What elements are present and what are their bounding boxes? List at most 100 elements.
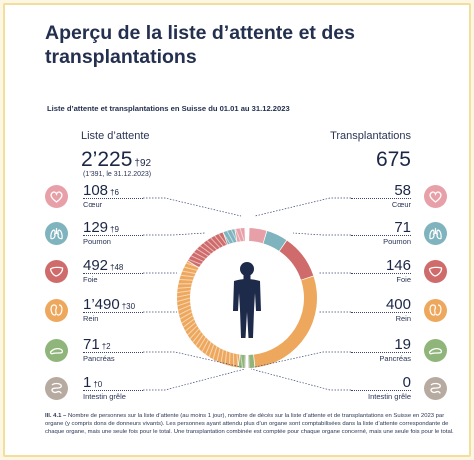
- leader-line: [292, 232, 351, 236]
- hatch-line: [226, 230, 234, 243]
- kidney-icon: [45, 299, 68, 322]
- hatch-line: [216, 348, 221, 362]
- leader-line-left: [83, 273, 143, 274]
- hatch-line: [208, 344, 215, 358]
- hatch-line: [176, 297, 191, 302]
- transplants-total: 675: [375, 148, 411, 171]
- leader-line: [250, 368, 351, 391]
- hatch-line: [177, 286, 192, 289]
- leader-line: [143, 197, 242, 217]
- pancreas-icon: [424, 339, 447, 362]
- leader-line-right: [351, 235, 411, 236]
- hatch-line: [186, 262, 200, 268]
- organ-label-right: Intestin grêle: [368, 392, 411, 401]
- transplanted-segment: [263, 230, 287, 251]
- leader-line-right: [351, 198, 411, 199]
- hatch-line: [212, 346, 218, 360]
- leader-line-right: [351, 312, 411, 313]
- kidney-icon: [424, 299, 447, 322]
- heart-icon: [424, 185, 447, 208]
- organ-waiting-value: 129 †9: [83, 219, 119, 236]
- organ-waiting-value: 492 †48: [83, 257, 124, 274]
- hatch-line: [177, 301, 191, 307]
- caption-text: Nombre de personnes sur la liste d’atten…: [45, 413, 454, 435]
- hatch-line: [206, 240, 218, 250]
- organ-transplanted-value: 58: [394, 182, 411, 199]
- organ-waiting-deaths: †2: [101, 342, 111, 351]
- leader-line-left: [83, 390, 143, 391]
- hatch-line: [240, 354, 244, 368]
- organ-transplanted-value: 0: [402, 374, 411, 391]
- waiting-heading: Liste d’attente: [81, 130, 150, 142]
- leader-line-right: [351, 273, 411, 274]
- organ-label-right: Pancréas: [379, 354, 411, 363]
- transplanted-segment: [248, 354, 250, 368]
- organ-waiting-deaths: †6: [110, 188, 119, 197]
- figure-caption: Ill. 4.1 – Nombre de personnes sur la li…: [45, 412, 455, 436]
- hatch-line: [230, 229, 238, 243]
- organ-label-right: Foie: [396, 275, 411, 284]
- organ-transplanted-value: 19: [394, 336, 411, 353]
- hatch-line: [181, 315, 194, 324]
- organ-label-right: Cœur: [391, 200, 411, 209]
- organ-label-left: Intestin grêle: [83, 392, 126, 401]
- page-title: Aperçu de la liste d’attente et des tran…: [45, 22, 355, 68]
- organ-label-left: Pancréas: [83, 354, 115, 363]
- organ-label-left: Foie: [83, 275, 98, 284]
- transplants-heading: Transplantations: [330, 130, 411, 142]
- organ-waiting-deaths: †0: [93, 380, 103, 389]
- leader-line-left: [83, 198, 143, 199]
- hatch-line: [177, 290, 191, 294]
- hatch-line: [222, 232, 231, 244]
- pancreas-icon: [45, 339, 68, 362]
- transplanted-segment: [249, 228, 267, 244]
- transplanted-segment: [279, 240, 314, 280]
- waiting-segment: [177, 261, 240, 368]
- organ-label-left: Poumon: [83, 237, 111, 246]
- liver-icon: [45, 260, 68, 283]
- hatch-line: [176, 293, 191, 298]
- leader-line: [143, 232, 206, 236]
- waiting-segment: [244, 354, 246, 368]
- hatch-line: [228, 352, 231, 366]
- intestine-icon: [45, 377, 68, 400]
- hatch-line: [179, 311, 193, 320]
- hatch-line: [235, 228, 242, 242]
- hatch-line: [193, 251, 206, 260]
- organ-label-right: Rein: [395, 314, 411, 323]
- leader-line: [254, 351, 351, 368]
- hatch-line: [218, 233, 227, 246]
- waiting-segment: [235, 228, 245, 242]
- hatch-line: [198, 337, 207, 349]
- leader-line-right: [351, 390, 411, 391]
- hatch-line: [183, 318, 195, 328]
- organ-waiting-value: 71 †2: [83, 336, 111, 353]
- donut-chart: [143, 197, 351, 391]
- hatch-line: [180, 274, 195, 278]
- organ-transplanted-value: 146: [385, 257, 411, 274]
- organ-transplanted-value: 71: [394, 219, 411, 236]
- transplanted-segment: [253, 276, 317, 368]
- hatch-line: [185, 322, 196, 332]
- hatch-line: [220, 349, 224, 364]
- waiting-hatch-overlay: [176, 228, 245, 368]
- hatch-line: [196, 248, 209, 257]
- organ-waiting-deaths: †30: [121, 302, 136, 311]
- hatch-line: [187, 325, 198, 336]
- hatch-line: [239, 228, 245, 242]
- hatch-line: [190, 255, 204, 262]
- hatch-line: [201, 339, 209, 352]
- leader-line: [254, 197, 351, 217]
- lungs-icon: [424, 222, 447, 245]
- heart-icon: [45, 185, 68, 208]
- leader-line-right: [351, 352, 411, 353]
- organ-waiting-value: 108 †6: [83, 182, 119, 199]
- liver-icon: [424, 260, 447, 283]
- leader-line-left: [83, 352, 143, 353]
- chart-subtitle: Liste d’attente et transplantations en S…: [47, 104, 290, 113]
- hatch-line: [195, 334, 204, 346]
- hatch-line: [178, 308, 192, 316]
- organ-waiting-value: 1’490 †30: [83, 296, 136, 313]
- hatch-line: [210, 237, 221, 249]
- organ-label-left: Cœur: [83, 200, 103, 209]
